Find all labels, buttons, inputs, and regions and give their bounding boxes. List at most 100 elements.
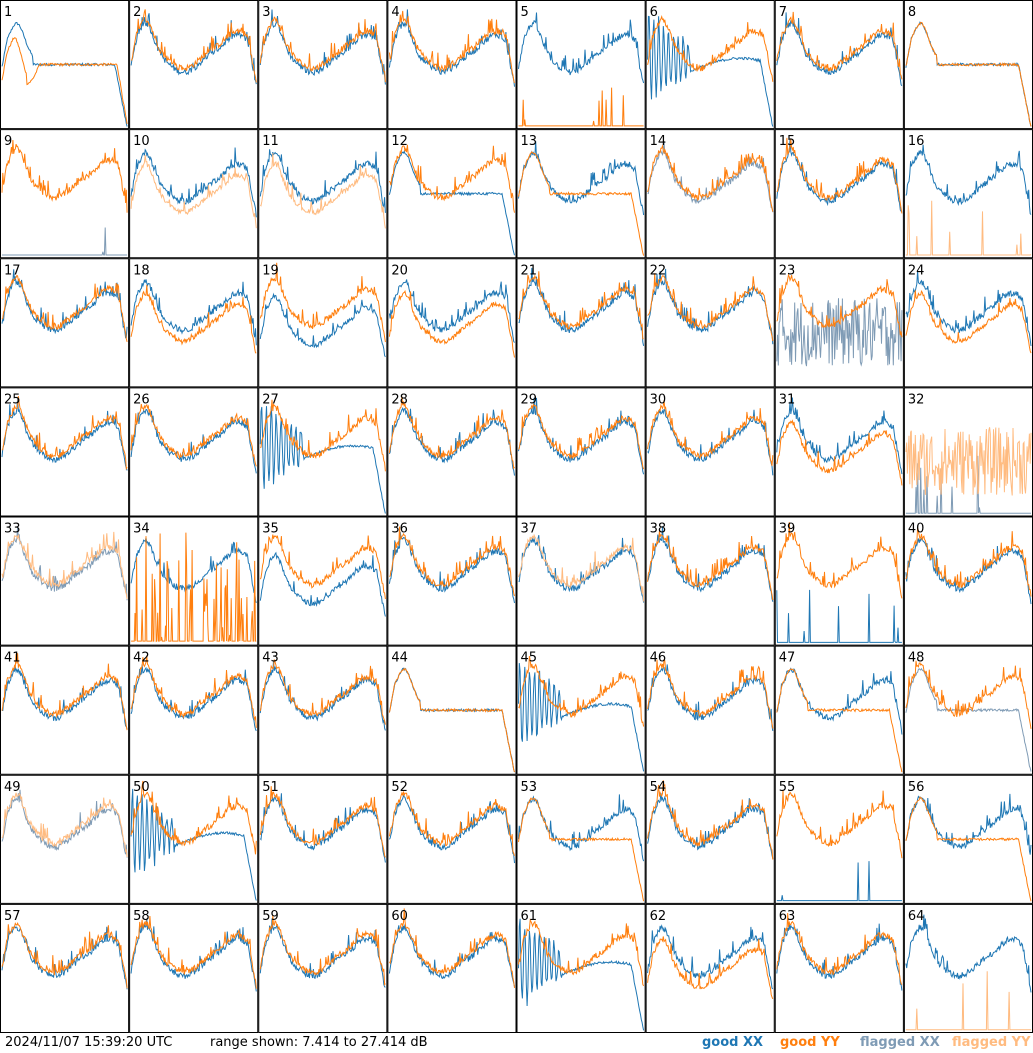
series-good-yy-line [518, 271, 644, 340]
panel-10: 10 [129, 129, 259, 259]
series-good-yy-line [647, 780, 774, 860]
panel-56: 56 [903, 774, 1033, 904]
series-good-yy-line [647, 936, 774, 1000]
panel-13: 13 [516, 129, 646, 259]
series-good-xx-line [905, 270, 1032, 347]
panel-label: 14 [650, 134, 667, 149]
series-good-yy-line [130, 655, 257, 728]
panel-label: 28 [391, 392, 408, 407]
panel-49: 49 [0, 774, 130, 904]
panel-32: 32 [903, 387, 1033, 517]
panel-label: 4 [391, 5, 399, 20]
panel-label: 59 [262, 909, 279, 924]
panel-label: 33 [4, 522, 21, 537]
panel-label: 25 [4, 392, 21, 407]
panel-label: 41 [4, 651, 21, 666]
series-good-yy-line [647, 15, 774, 82]
panel-50: 50 [129, 774, 259, 904]
panel-label: 21 [521, 263, 538, 278]
series-good-yy-line [905, 660, 1032, 729]
panel-label: 52 [391, 780, 408, 795]
series-good-yy-line [1, 274, 128, 343]
series-good-yy-line [259, 659, 386, 725]
panel-label: 56 [908, 780, 925, 795]
series-good-yy-line [388, 396, 515, 470]
panel-24: 24 [903, 258, 1033, 388]
panel-21: 21 [516, 258, 646, 388]
panel-11: 11 [258, 129, 388, 259]
panel-label: 54 [650, 780, 667, 795]
panel-53: 53 [516, 774, 646, 904]
panel-frame [903, 258, 1033, 388]
series-good-yy-line [776, 522, 903, 599]
series-good-xx-line [130, 279, 257, 346]
panel-frame [645, 0, 775, 130]
series-good-xx-line [647, 408, 774, 476]
panel-label: 47 [779, 651, 796, 666]
panel-60: 60 [387, 903, 517, 1033]
series-good-xx-line [130, 537, 257, 604]
series-good-yy-line [518, 918, 645, 987]
series-good-yy-line [259, 534, 386, 600]
series-good-yy-line [259, 262, 386, 343]
panel-59: 59 [258, 903, 388, 1033]
panel-label: 23 [779, 263, 796, 278]
panel-51: 51 [258, 774, 388, 904]
panel-label: 5 [521, 5, 529, 20]
series-flagged-yy-line [1, 792, 128, 858]
panel-23: 23 [774, 258, 904, 388]
series-good-yy-line [518, 656, 645, 727]
series-good-yy-line [776, 668, 903, 773]
panel-label: 12 [391, 134, 408, 149]
series-good-yy-line [776, 137, 903, 214]
series-good-yy-line [1, 139, 128, 213]
panel-39: 39 [774, 516, 904, 646]
series-good-yy-line [260, 399, 386, 472]
panel-frame [516, 387, 646, 517]
panel-label: 51 [262, 780, 279, 795]
range-text: range shown: 7.414 to 27.414 dB [210, 1035, 428, 1050]
panel-4: 4 [387, 0, 517, 130]
series-good-xx-line [259, 292, 386, 358]
panel-14: 14 [645, 129, 775, 259]
series-good-yy-line [518, 797, 645, 902]
series-good-xx-line [647, 792, 774, 859]
legend-flagged-xx: flagged XX [860, 1035, 940, 1050]
panel-label: 63 [779, 909, 796, 924]
panel-12: 12 [387, 129, 517, 259]
panel-25: 25 [0, 387, 130, 517]
series-good-xx-line [388, 794, 515, 864]
panel-label: 36 [391, 522, 408, 537]
panel-48: 48 [903, 645, 1033, 775]
series-good-yy-line [388, 667, 515, 773]
series-good-yy-line [1, 921, 128, 989]
series-good-yy-line [388, 908, 515, 989]
panel-label: 34 [133, 522, 150, 537]
panel-8: 8 [903, 0, 1033, 130]
panel-47: 47 [774, 645, 904, 775]
series-good-yy-line [388, 791, 515, 856]
series-good-yy-line [776, 11, 903, 80]
series-good-yy-line [905, 527, 1032, 597]
legend-good-xx: good XX [702, 1035, 764, 1050]
panel-frame [387, 903, 517, 1033]
panel-3: 3 [258, 0, 388, 130]
panel-label: 37 [521, 522, 538, 537]
series-flagged-yy-line [259, 153, 386, 229]
series-flagged-yy-line [130, 154, 257, 229]
series-good-xx-line [259, 551, 386, 617]
panel-label: 19 [262, 263, 279, 278]
series-good-yy-line [647, 531, 774, 601]
panel-label: 38 [650, 522, 667, 537]
panel-label: 64 [908, 909, 925, 924]
series-flagged-yy-line [905, 200, 1032, 256]
panel-64: 64 [903, 903, 1033, 1033]
timestamp: 2024/11/07 15:39:20 UTC [5, 1035, 173, 1050]
series-flagged-xx-line [2, 227, 128, 256]
series-good-yy-line [130, 780, 257, 855]
panel-20: 20 [387, 258, 517, 388]
series-good-yy-line [776, 419, 903, 486]
series-flagged-yy-line [905, 427, 1032, 496]
panel-label: 29 [521, 392, 538, 407]
